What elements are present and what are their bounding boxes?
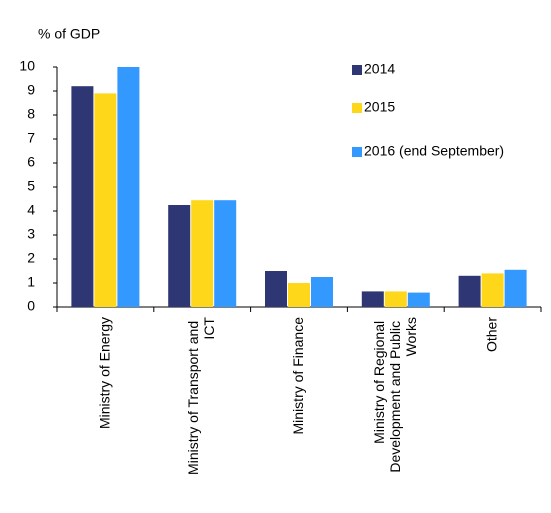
bar [94,93,117,308]
y-tick-label: 9 [27,82,35,98]
x-tick-label: Other [483,317,499,352]
bar [191,200,214,307]
bar [504,269,527,307]
x-tick-label: Ministry of Finance [290,317,306,435]
legend-label: 2014 [364,61,395,77]
y-tick-label: 5 [27,178,35,194]
bar [407,292,430,307]
legend-swatch [352,65,362,75]
x-tick-label: Ministry of Transport and ICT [185,317,217,475]
bar [71,86,94,307]
bar [168,205,191,307]
bar [458,275,481,307]
y-tick-label: 1 [27,274,35,290]
legend-label: 2016 (end September) [364,143,504,159]
y-tick-label: 3 [27,226,35,242]
x-tick-label: Ministry of Energy [96,317,112,429]
bar [265,271,287,307]
bar [288,283,310,307]
x-tick-label: Ministry of Regional Development and Pub… [371,317,419,473]
y-tick-label: 6 [27,154,35,170]
bar [384,291,407,307]
bar [214,200,237,307]
y-tick-label: 4 [27,202,35,218]
y-axis-label: % of GDP [38,26,100,42]
y-tick-label: 8 [27,106,35,122]
legend-swatch [352,147,362,157]
y-tick-label: 7 [27,130,35,146]
bar [117,67,140,307]
bar [361,291,384,307]
y-tick-label: 2 [27,250,35,266]
legend-label: 2015 [364,99,395,115]
bar [481,273,504,307]
y-tick-label: 0 [27,298,35,314]
y-tick-label: 10 [19,58,35,74]
bar [311,277,333,307]
legend-swatch [352,103,362,113]
